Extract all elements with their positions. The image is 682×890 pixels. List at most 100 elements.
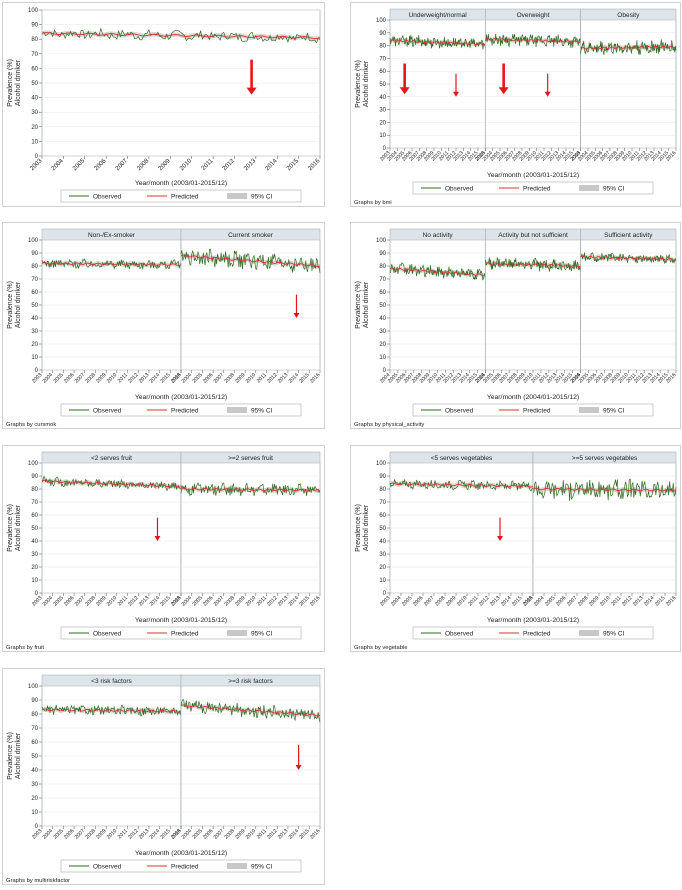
y-tick-label: 80: [379, 487, 386, 493]
y-axis-title: Prevalence (%) Alcohol drinker: [7, 59, 22, 107]
legend-label: Predicted: [171, 631, 199, 638]
observed-line: [389, 34, 486, 50]
byline: Graphs by fruit: [6, 645, 44, 651]
x-axis-label: Year/month (2003/01-2015/12): [135, 617, 227, 624]
y-tick-label: 50: [379, 82, 386, 88]
legend-label: Observed: [445, 186, 474, 193]
trend-arrow-head: [399, 87, 410, 95]
y-tick-label: 20: [31, 796, 38, 802]
predicted-line: [532, 487, 677, 492]
predicted-line: [41, 262, 182, 266]
y-axis-label: Alcohol drinker: [363, 281, 370, 328]
predicted-line: [180, 487, 321, 492]
chart-by-bmi: Prevalence (%) Alcohol drinker Underweight…: [350, 2, 681, 207]
legend-label: Predicted: [171, 408, 199, 415]
y-tick-label: 20: [31, 565, 38, 571]
y-axis-title: Prevalence (%) Alcohol drinker: [7, 732, 22, 780]
y-tick-label: 90: [379, 31, 386, 37]
chart-by-vegetable: Prevalence (%) Alcohol drinker <5 serves v…: [350, 445, 681, 652]
observed-line: [41, 476, 182, 491]
x-axis-label: Year/month (2004/01-2015/12): [487, 394, 579, 401]
y-tick-label: 60: [31, 290, 38, 296]
panel-title: >=3 risk factors: [228, 678, 273, 685]
legend-label: 95% CI: [603, 186, 625, 193]
y-tick-label: 60: [31, 513, 38, 519]
y-tick-label: 0: [35, 824, 39, 830]
y-tick-label: 30: [31, 329, 38, 335]
y-tick-label: 90: [379, 474, 386, 480]
y-axis-label: Alcohol drinker: [15, 59, 22, 106]
panel-title: >=2 serves fruit: [228, 455, 273, 462]
y-tick-label: 60: [379, 69, 386, 75]
legend-label: 95% CI: [603, 631, 625, 638]
trend-arrow-head: [154, 536, 161, 541]
legend-swatch-ci: [579, 407, 599, 413]
y-tick-label: 30: [379, 329, 386, 335]
y-axis-title: Prevalence (%) Alcohol drinker: [355, 281, 370, 329]
trend-arrow-head: [497, 536, 503, 541]
legend-label: Predicted: [171, 194, 199, 201]
legend-label: Observed: [445, 631, 474, 638]
byline: Graphs by cursmok: [6, 422, 56, 428]
y-tick-label: 10: [379, 578, 386, 584]
chart-svg: Prevalence (%) Alcohol drinker Non-/Ex-smo…: [2, 222, 325, 429]
chart-by-fruit: Prevalence (%) Alcohol drinker <2 serves f…: [2, 445, 325, 652]
legend-label: 95% CI: [251, 408, 273, 415]
y-tick-label: 10: [379, 133, 386, 139]
y-axis-label: Prevalence (%): [355, 60, 362, 108]
chart-svg: Prevalence (%) Alcohol drinker No activity…: [350, 222, 681, 429]
x-axis-label: Year/month (2003/01-2015/12): [135, 850, 227, 857]
y-tick-label: 20: [31, 342, 38, 348]
legend-label: Predicted: [523, 408, 551, 415]
legend-label: 95% CI: [251, 864, 273, 871]
y-tick-label: 70: [379, 277, 386, 283]
panel-title: Overweight: [517, 12, 550, 19]
byline: Graphs by multiriskfactor: [6, 878, 70, 884]
x-axis-label: Year/month (2003/01-2015/12): [135, 180, 227, 187]
y-axis-label: Prevalence (%): [7, 281, 14, 329]
panel-title: Activity but not sufficient: [498, 232, 568, 239]
panel-title: <5 serves vegetables: [431, 455, 493, 462]
trend-arrow-head: [544, 91, 551, 97]
chart-svg: Prevalence (%) Alcohol drinker <2 serves f…: [2, 445, 325, 652]
y-tick-label: 100: [28, 8, 39, 14]
y-tick-label: 60: [379, 290, 386, 296]
y-axis-title: Prevalence (%) Alcohol drinker: [7, 504, 22, 552]
trend-arrow-head: [498, 87, 509, 95]
y-tick-label: 80: [31, 37, 38, 43]
x-axis-label: Year/month (2003/01-2015/12): [487, 172, 579, 179]
observed-line: [484, 257, 582, 272]
observed-line: [389, 261, 486, 281]
legend-label: Observed: [445, 408, 474, 415]
observed-line: [532, 478, 677, 502]
legend-swatch-ci: [579, 630, 599, 636]
y-tick-label: 20: [379, 120, 386, 126]
y-tick-label: 40: [31, 316, 38, 322]
y-tick-label: 0: [383, 591, 387, 597]
legend-swatch-ci: [227, 630, 247, 636]
y-tick-label: 70: [379, 500, 386, 506]
trend-arrow-head: [453, 91, 459, 97]
y-tick-label: 30: [379, 552, 386, 558]
y-tick-label: 10: [31, 355, 38, 361]
y-tick-label: 90: [379, 251, 386, 257]
panel-title: Non-/Ex-smoker: [88, 232, 136, 239]
y-axis-label: Prevalence (%): [7, 59, 14, 107]
predicted-line: [41, 480, 182, 488]
panel-title: No activity: [423, 232, 454, 239]
legend-label: Observed: [93, 408, 122, 415]
y-tick-label: 70: [379, 56, 386, 62]
x-axis-label: Year/month (2003/01-2015/12): [487, 617, 579, 624]
observed-line: [180, 699, 321, 723]
chart-overall: Prevalence (%) Alcohol drinker 0 10 20 30 40 50…: [2, 2, 325, 207]
observed-line: [580, 252, 677, 265]
y-tick-label: 70: [31, 500, 38, 506]
panel-title: Underweight/normal: [409, 12, 468, 19]
y-tick-label: 40: [31, 539, 38, 545]
panel-title: <3 risk factors: [91, 678, 132, 685]
y-tick-label: 10: [31, 578, 38, 584]
y-tick-label: 40: [379, 95, 386, 101]
byline: Graphs by bmi: [354, 200, 392, 206]
chart-svg: Prevalence (%) Alcohol drinker Underweight…: [350, 2, 681, 207]
predicted-line: [180, 254, 321, 268]
